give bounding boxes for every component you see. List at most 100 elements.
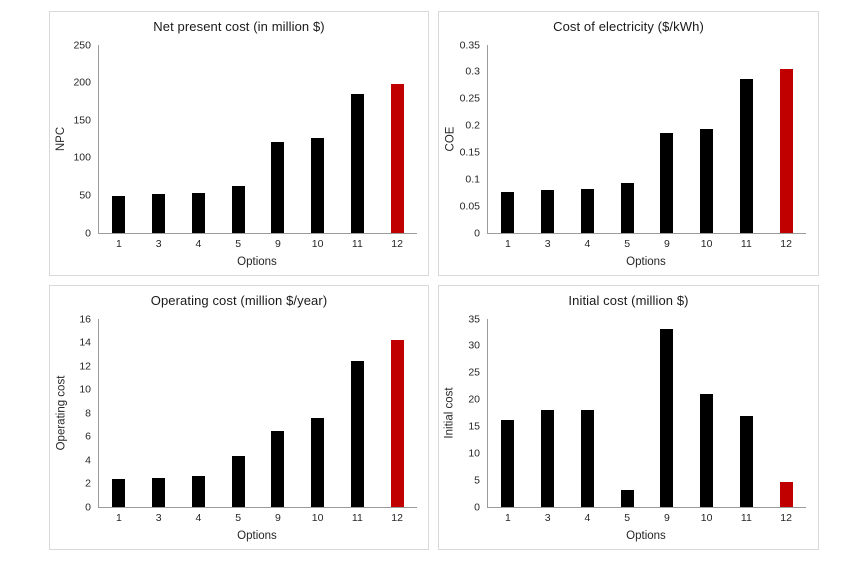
chart-title: Cost of electricity ($/kWh) [553, 19, 704, 34]
bar-slot [607, 45, 647, 233]
x-tick-label: 12 [780, 512, 792, 524]
y-axis-title-text: Initial cost [444, 387, 457, 439]
x-tick-label: 12 [780, 238, 792, 250]
bar-slot [258, 45, 298, 233]
bar-option-11 [350, 361, 364, 507]
x-tick-label: 11 [351, 238, 363, 250]
x-tick-label: 3 [544, 238, 551, 250]
x-tick-label: 1 [504, 512, 511, 524]
bar-slot [377, 45, 417, 233]
bar-slot [99, 45, 139, 233]
y-tick-label: 30 [468, 339, 480, 352]
bars-group [99, 45, 417, 233]
bar-slot [298, 319, 338, 507]
chart-panel-cost-of-electricity: Cost of electricity ($/kWh) COE 0 0.05 0.1… [438, 11, 819, 276]
bar-slot [687, 319, 727, 507]
bar-option-3 [152, 193, 166, 233]
x-tick-row: 1 3 4 5 9 10 11 12 [99, 238, 417, 250]
bars-group [488, 45, 806, 233]
bar-option-12 [390, 340, 404, 507]
bar-option-10 [311, 417, 325, 507]
bar-slot [377, 319, 417, 507]
bar-slot [338, 319, 378, 507]
y-tick-label: 20 [468, 393, 480, 406]
bar-slot [647, 319, 687, 507]
chart-title: Operating cost (million $/year) [150, 293, 328, 308]
bar-slot [488, 45, 528, 233]
bar-slot [139, 45, 179, 233]
y-tick-label: 0.35 [459, 38, 480, 51]
bar-option-5 [231, 186, 245, 233]
x-tick-label: 12 [391, 238, 403, 250]
bar-option-11 [739, 79, 753, 233]
x-axis-title: Options [626, 256, 666, 268]
bar-slot [528, 319, 568, 507]
x-tick-label: 5 [624, 512, 631, 524]
chart-panel-operating-cost: Operating cost (million $/year) Operatin… [49, 285, 429, 550]
y-axis-title: COE [441, 45, 459, 233]
bar-option-11 [350, 93, 364, 233]
plot-area-cost-of-electricity: 0 0.05 0.1 0.15 0.2 0.25 0.3 0.35 1 3 4 5 9 10 11 12 [460, 40, 806, 250]
y-axis-title: NPC [52, 45, 70, 233]
bar-option-3 [152, 477, 166, 507]
chart-panel-initial-cost: Initial cost (million $) Initial cost 0 5… [438, 285, 819, 550]
y-tick-label: 25 [468, 366, 480, 379]
y-tick-label: 50 [79, 189, 91, 202]
x-tick-label: 3 [155, 238, 162, 250]
x-tick-label: 1 [115, 512, 122, 524]
y-tick-label: 16 [79, 312, 91, 325]
x-tick-label: 11 [740, 238, 752, 250]
x-tick-label: 11 [351, 512, 363, 524]
bar-option-1 [112, 478, 126, 507]
y-tick-label: 200 [73, 76, 91, 89]
y-tick-label: 12 [79, 359, 91, 372]
bar-option-10 [700, 394, 714, 507]
chart-title: Initial cost (million $) [568, 293, 689, 308]
x-tick-label: 3 [155, 512, 162, 524]
y-tick-label: 0.15 [459, 146, 480, 159]
bar-option-9 [271, 142, 285, 233]
bar-option-5 [620, 490, 634, 507]
bar-option-10 [311, 138, 325, 233]
y-tick-label: 100 [73, 151, 91, 164]
bar-option-12 [779, 68, 793, 233]
x-tick-label: 5 [624, 238, 631, 250]
plot-area-initial-cost: 0 5 10 15 20 25 30 35 1 3 4 5 9 10 11 12 [468, 314, 806, 524]
y-tick-label: 6 [85, 430, 91, 443]
y-tick-label: 250 [73, 38, 91, 51]
y-tick-label: 0 [85, 226, 91, 239]
y-tick-label: 35 [468, 312, 480, 325]
y-tick-label: 0.1 [465, 173, 480, 186]
x-tick-label: 3 [544, 512, 551, 524]
x-axis-title: Options [237, 530, 277, 542]
y-tick-label: 0.2 [465, 119, 480, 132]
y-tick-label: 5 [474, 473, 480, 486]
bar-option-4 [191, 476, 205, 507]
x-tick-label: 10 [311, 238, 324, 250]
y-axis-title-text: Operating cost [55, 375, 68, 451]
bar-option-4 [580, 188, 594, 233]
y-axis-title-text: COE [444, 126, 457, 152]
y-axis-title: Initial cost [441, 319, 459, 507]
y-tick-label: 2 [85, 477, 91, 490]
bar-option-1 [501, 191, 515, 233]
x-axis-title: Options [237, 256, 277, 268]
x-tick-label: 9 [663, 512, 670, 524]
bar-option-3 [541, 190, 555, 233]
bar-option-1 [112, 196, 126, 233]
y-tick-label: 10 [468, 447, 480, 460]
bar-option-4 [191, 193, 205, 233]
bar-slot [488, 319, 528, 507]
y-tick-label: 0 [474, 500, 480, 513]
plot-area-operating-cost: 0 2 4 6 8 10 12 14 16 1 3 4 5 9 10 11 12 [79, 314, 417, 524]
bars-group [99, 319, 417, 507]
y-tick-label: 0.3 [465, 65, 480, 78]
bar-slot [528, 45, 568, 233]
bar-option-5 [620, 182, 634, 233]
bar-option-9 [660, 132, 674, 233]
x-tick-label: 9 [274, 238, 281, 250]
x-tick-label: 5 [235, 238, 242, 250]
chart-panel-net-present-cost: Net present cost (in million $) NPC 0 50 1… [49, 11, 429, 276]
x-tick-label: 4 [584, 238, 591, 250]
